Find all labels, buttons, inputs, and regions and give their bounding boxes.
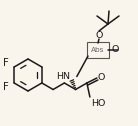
Text: O: O bbox=[111, 45, 119, 55]
Text: HN: HN bbox=[56, 72, 70, 81]
Text: Abs: Abs bbox=[91, 47, 105, 53]
Text: F: F bbox=[3, 57, 9, 68]
FancyBboxPatch shape bbox=[87, 42, 109, 58]
Text: HO: HO bbox=[91, 99, 105, 107]
Text: O: O bbox=[95, 30, 103, 39]
Text: F: F bbox=[3, 83, 9, 92]
Text: O: O bbox=[97, 72, 105, 82]
